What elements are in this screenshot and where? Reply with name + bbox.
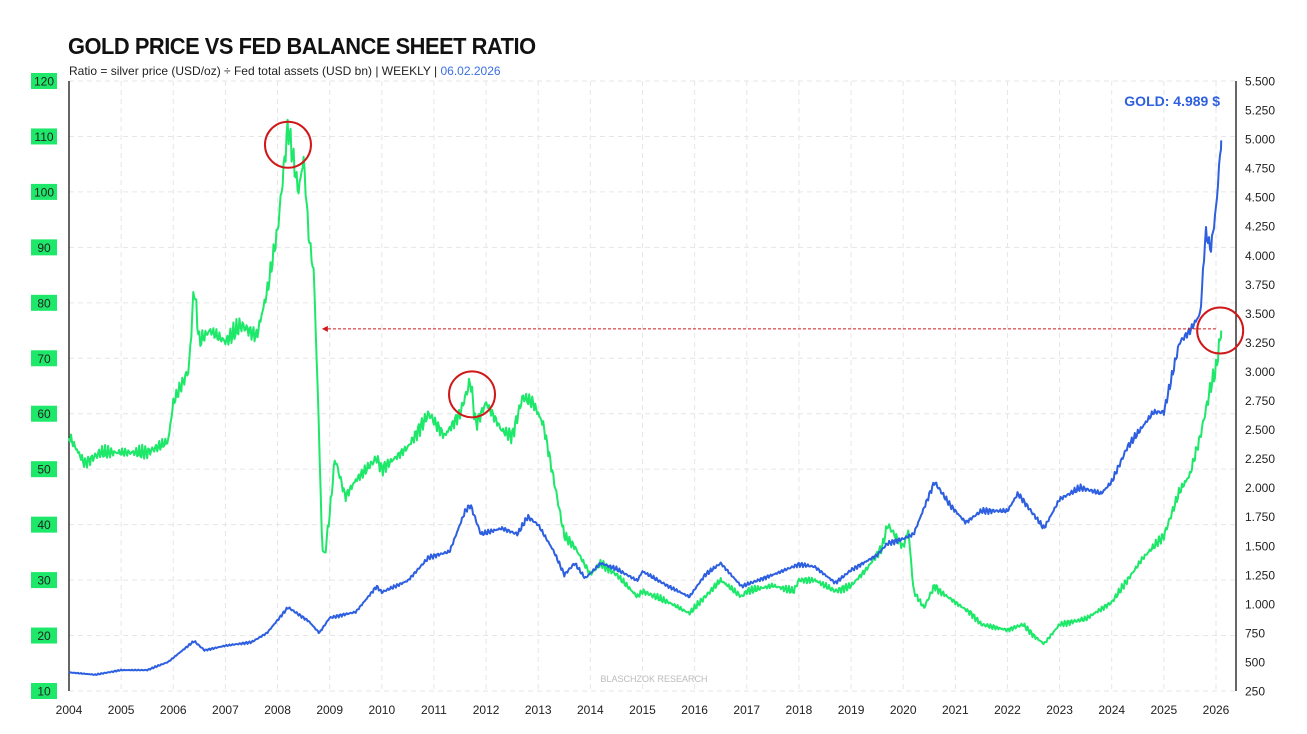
x-tick-label: 2016 xyxy=(681,703,708,717)
y-right-tick-label: 750 xyxy=(1245,626,1265,640)
highlight-circle xyxy=(1196,306,1245,355)
y-right-tick-label: 1.500 xyxy=(1245,539,1275,553)
y-right-tick-label: 4.000 xyxy=(1245,249,1275,263)
y-right-tick-label: 5.250 xyxy=(1245,104,1275,118)
x-tick-label: 2012 xyxy=(473,703,500,717)
highlight-circle xyxy=(263,120,312,169)
x-tick-label: 2025 xyxy=(1151,703,1178,717)
y-left-tick-bg xyxy=(31,461,57,478)
y-right-tick-label: 3.000 xyxy=(1245,365,1275,379)
y-right-tick-label: 3.250 xyxy=(1245,336,1275,350)
y-left-tick-bg xyxy=(31,350,57,367)
y-right-tick-label: 2.500 xyxy=(1245,423,1275,437)
subtitle-date: 06.02.2026 xyxy=(440,64,501,78)
watermark: BLASCHZOK RESEARCH xyxy=(600,674,707,684)
x-tick-label: 2014 xyxy=(577,703,604,717)
chart-title: GOLD PRICE VS FED BALANCE SHEET RATIO xyxy=(68,33,536,59)
y-right-tick-label: 3.500 xyxy=(1245,307,1275,321)
y-left-tick-label: 50 xyxy=(37,463,51,477)
y-right-tick-label: 5.500 xyxy=(1245,75,1275,89)
gold-price-label: GOLD: 4.989 $ xyxy=(1124,93,1220,109)
y-left-tick-label: 10 xyxy=(37,685,51,699)
y-right-tick-label: 2.250 xyxy=(1245,452,1275,466)
x-tick-label: 2015 xyxy=(629,703,656,717)
subtitle-text: Ratio = silver price (USD/oz) ÷ Fed tota… xyxy=(69,64,438,78)
x-tick-label: 2024 xyxy=(1098,703,1125,717)
x-tick-label: 2023 xyxy=(1046,703,1073,717)
x-tick-label: 2026 xyxy=(1203,703,1230,717)
y-right-tick-label: 4.500 xyxy=(1245,191,1275,205)
y-left-tick-bg xyxy=(31,239,57,256)
y-left-tick-label: 40 xyxy=(37,518,51,532)
x-tick-label: 2019 xyxy=(838,703,865,717)
x-tick-label: 2005 xyxy=(108,703,135,717)
x-tick-label: 2007 xyxy=(212,703,239,717)
y-right-tick-label: 4.250 xyxy=(1245,220,1275,234)
y-left-tick-bg xyxy=(31,572,57,589)
y-right-tick-label: 3.750 xyxy=(1245,278,1275,292)
y-right-tick-label: 250 xyxy=(1245,685,1265,699)
y-left-tick-bg xyxy=(31,73,57,89)
y-left-tick-label: 70 xyxy=(37,352,51,366)
chart-subtitle: Ratio = silver price (USD/oz) ÷ Fed tota… xyxy=(69,64,501,78)
y-left-tick-label: 80 xyxy=(37,296,51,310)
x-tick-label: 2011 xyxy=(421,703,447,717)
y-right-tick-label: 500 xyxy=(1245,655,1265,669)
arrow-head-icon xyxy=(321,325,328,332)
x-tick-label: 2009 xyxy=(316,703,343,717)
y-left-tick-bg xyxy=(31,683,57,699)
y-left-tick-label: 60 xyxy=(37,407,51,421)
x-tick-label: 2018 xyxy=(786,703,813,717)
y-right-tick-label: 5.000 xyxy=(1245,133,1275,147)
gold-line xyxy=(68,140,1223,676)
y-left-tick-label: 20 xyxy=(37,629,51,643)
y-left-tick-bg xyxy=(31,516,57,533)
x-tick-label: 2008 xyxy=(264,703,291,717)
highlight-circle xyxy=(448,370,497,419)
y-left-tick-label: 90 xyxy=(37,241,51,255)
y-right-tick-label: 2.000 xyxy=(1245,481,1275,495)
y-left-tick-bg xyxy=(31,294,57,311)
y-left-tick-label: 30 xyxy=(37,574,51,588)
y-right-tick-label: 2.750 xyxy=(1245,394,1275,408)
x-tick-label: 2006 xyxy=(160,703,187,717)
y-left-tick-bg xyxy=(31,627,57,644)
y-left-tick-label: 110 xyxy=(34,130,53,144)
y-left-tick-label: 100 xyxy=(34,185,54,199)
y-left-tick-label: 120 xyxy=(34,75,54,89)
x-tick-label: 2021 xyxy=(942,703,969,717)
y-right-tick-label: 4.750 xyxy=(1245,162,1275,176)
y-left-tick-bg xyxy=(31,128,57,145)
x-tick-label: 2010 xyxy=(368,703,395,717)
x-tick-label: 2004 xyxy=(56,703,83,717)
y-left-tick-bg xyxy=(31,405,57,422)
y-right-tick-label: 1.750 xyxy=(1245,510,1275,524)
x-tick-label: 2022 xyxy=(994,703,1021,717)
x-tick-label: 2013 xyxy=(525,703,552,717)
y-right-tick-label: 1.000 xyxy=(1245,597,1275,611)
y-left-tick-bg xyxy=(31,183,57,200)
x-tick-label: 2017 xyxy=(733,703,760,717)
ratio-line xyxy=(68,118,1223,646)
y-right-tick-label: 1.250 xyxy=(1245,568,1275,582)
x-tick-label: 2020 xyxy=(890,703,917,717)
